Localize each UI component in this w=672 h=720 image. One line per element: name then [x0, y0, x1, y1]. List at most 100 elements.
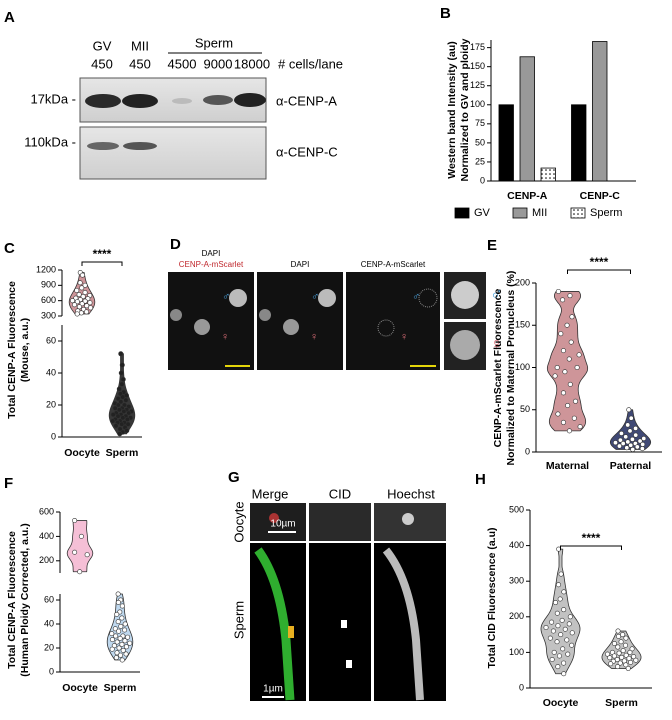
data-point: [564, 322, 570, 328]
x-tick-label: Paternal: [610, 460, 652, 472]
x-tick-label: Sperm: [104, 682, 137, 694]
y-tick-label: 900: [41, 280, 56, 290]
marker-label: 17kDa -: [30, 91, 76, 106]
data-point: [616, 443, 622, 449]
data-point: [612, 440, 618, 446]
data-point: [623, 434, 629, 440]
data-point: [119, 603, 125, 609]
x-tick-label: Maternal: [546, 460, 589, 472]
data-point: [564, 637, 570, 643]
y-tick-label: 100: [509, 647, 524, 657]
y-tick-label: 150: [470, 61, 485, 71]
data-point: [565, 651, 571, 657]
data-point: [616, 633, 622, 639]
x-tick-label: Sperm: [106, 447, 139, 459]
y-axis-label: Total CID Fluorescence (a.u): [486, 528, 498, 669]
data-point: [568, 339, 574, 345]
y-tick-label: 200: [509, 611, 524, 621]
micrograph: [309, 543, 371, 701]
data-point: [126, 410, 132, 416]
male-symbol: ♂: [490, 284, 504, 304]
nucleus: [194, 319, 210, 335]
band: [203, 95, 233, 105]
data-point: [112, 626, 118, 632]
data-point: [561, 607, 567, 613]
data-point: [624, 445, 630, 451]
data-point: [634, 444, 640, 450]
data-point: [556, 653, 562, 659]
column-title: Merge: [252, 486, 289, 501]
data-point: [77, 280, 83, 286]
data-point: [113, 633, 119, 639]
nucleus: [170, 309, 182, 321]
data-point: [119, 641, 125, 647]
data-point: [557, 596, 563, 602]
data-point: [558, 571, 564, 577]
male-symbol: ♂: [222, 291, 230, 303]
female-symbol: ♀: [490, 334, 504, 354]
micrograph: [168, 272, 254, 370]
data-point: [116, 386, 122, 392]
data-point: [547, 635, 553, 641]
data-point: [574, 364, 580, 370]
data-point: [109, 631, 115, 637]
data-point: [70, 298, 76, 304]
micrograph: [250, 543, 306, 701]
data-point: [633, 432, 639, 438]
band: [123, 142, 157, 150]
data-point: [555, 411, 561, 417]
data-point: [551, 649, 557, 655]
data-point: [628, 415, 634, 421]
data-point: [115, 591, 121, 597]
band: [122, 94, 158, 108]
data-point: [567, 614, 573, 620]
data-point: [618, 430, 624, 436]
cell-count: 9000: [204, 56, 233, 71]
x-tick-label: Oocyte: [62, 682, 98, 694]
data-point: [611, 640, 617, 646]
data-point: [549, 657, 555, 663]
cell-count: 450: [129, 56, 151, 71]
data-point: [550, 628, 556, 634]
data-point: [627, 428, 633, 434]
data-point: [119, 615, 125, 621]
data-point: [87, 300, 93, 306]
y-tick-label: 300: [509, 576, 524, 586]
data-point: [109, 646, 115, 652]
data-point: [116, 628, 122, 634]
data-point: [631, 654, 637, 660]
y-axis-label: (Mouse, a.u.): [19, 318, 31, 382]
image-title: CENP-A-mScarlet: [179, 260, 244, 269]
significance-label: ****: [93, 247, 112, 261]
data-point: [125, 634, 131, 640]
data-point: [88, 305, 94, 311]
x-tick-label: CENP-A: [507, 190, 548, 202]
data-point: [619, 654, 625, 660]
nucleus: [318, 289, 336, 307]
y-tick-label: 600: [41, 295, 56, 305]
data-point: [628, 659, 634, 665]
data-point: [566, 356, 572, 362]
y-tick-label: 0: [525, 446, 530, 456]
data-point: [117, 431, 123, 437]
data-point: [72, 302, 78, 308]
data-point: [120, 647, 126, 653]
data-point: [79, 301, 85, 307]
data-point: [117, 635, 123, 641]
y-axis-label: Normalized to GV and ploidy: [459, 38, 471, 181]
data-point: [84, 303, 90, 309]
data-point: [623, 652, 629, 658]
y-tick-label: 200: [39, 555, 54, 565]
data-point: [114, 611, 120, 617]
panel-label: H: [475, 471, 486, 488]
nucleus: [269, 513, 279, 523]
violin: [66, 520, 94, 573]
data-point: [560, 390, 566, 396]
y-axis-label: Total CENP-A Fluorescence: [6, 531, 18, 669]
data-point: [115, 413, 121, 419]
y-tick-label: 50: [520, 404, 530, 414]
y-tick-label: 25: [475, 156, 485, 166]
data-point: [607, 655, 613, 661]
panel-label: D: [170, 236, 181, 253]
